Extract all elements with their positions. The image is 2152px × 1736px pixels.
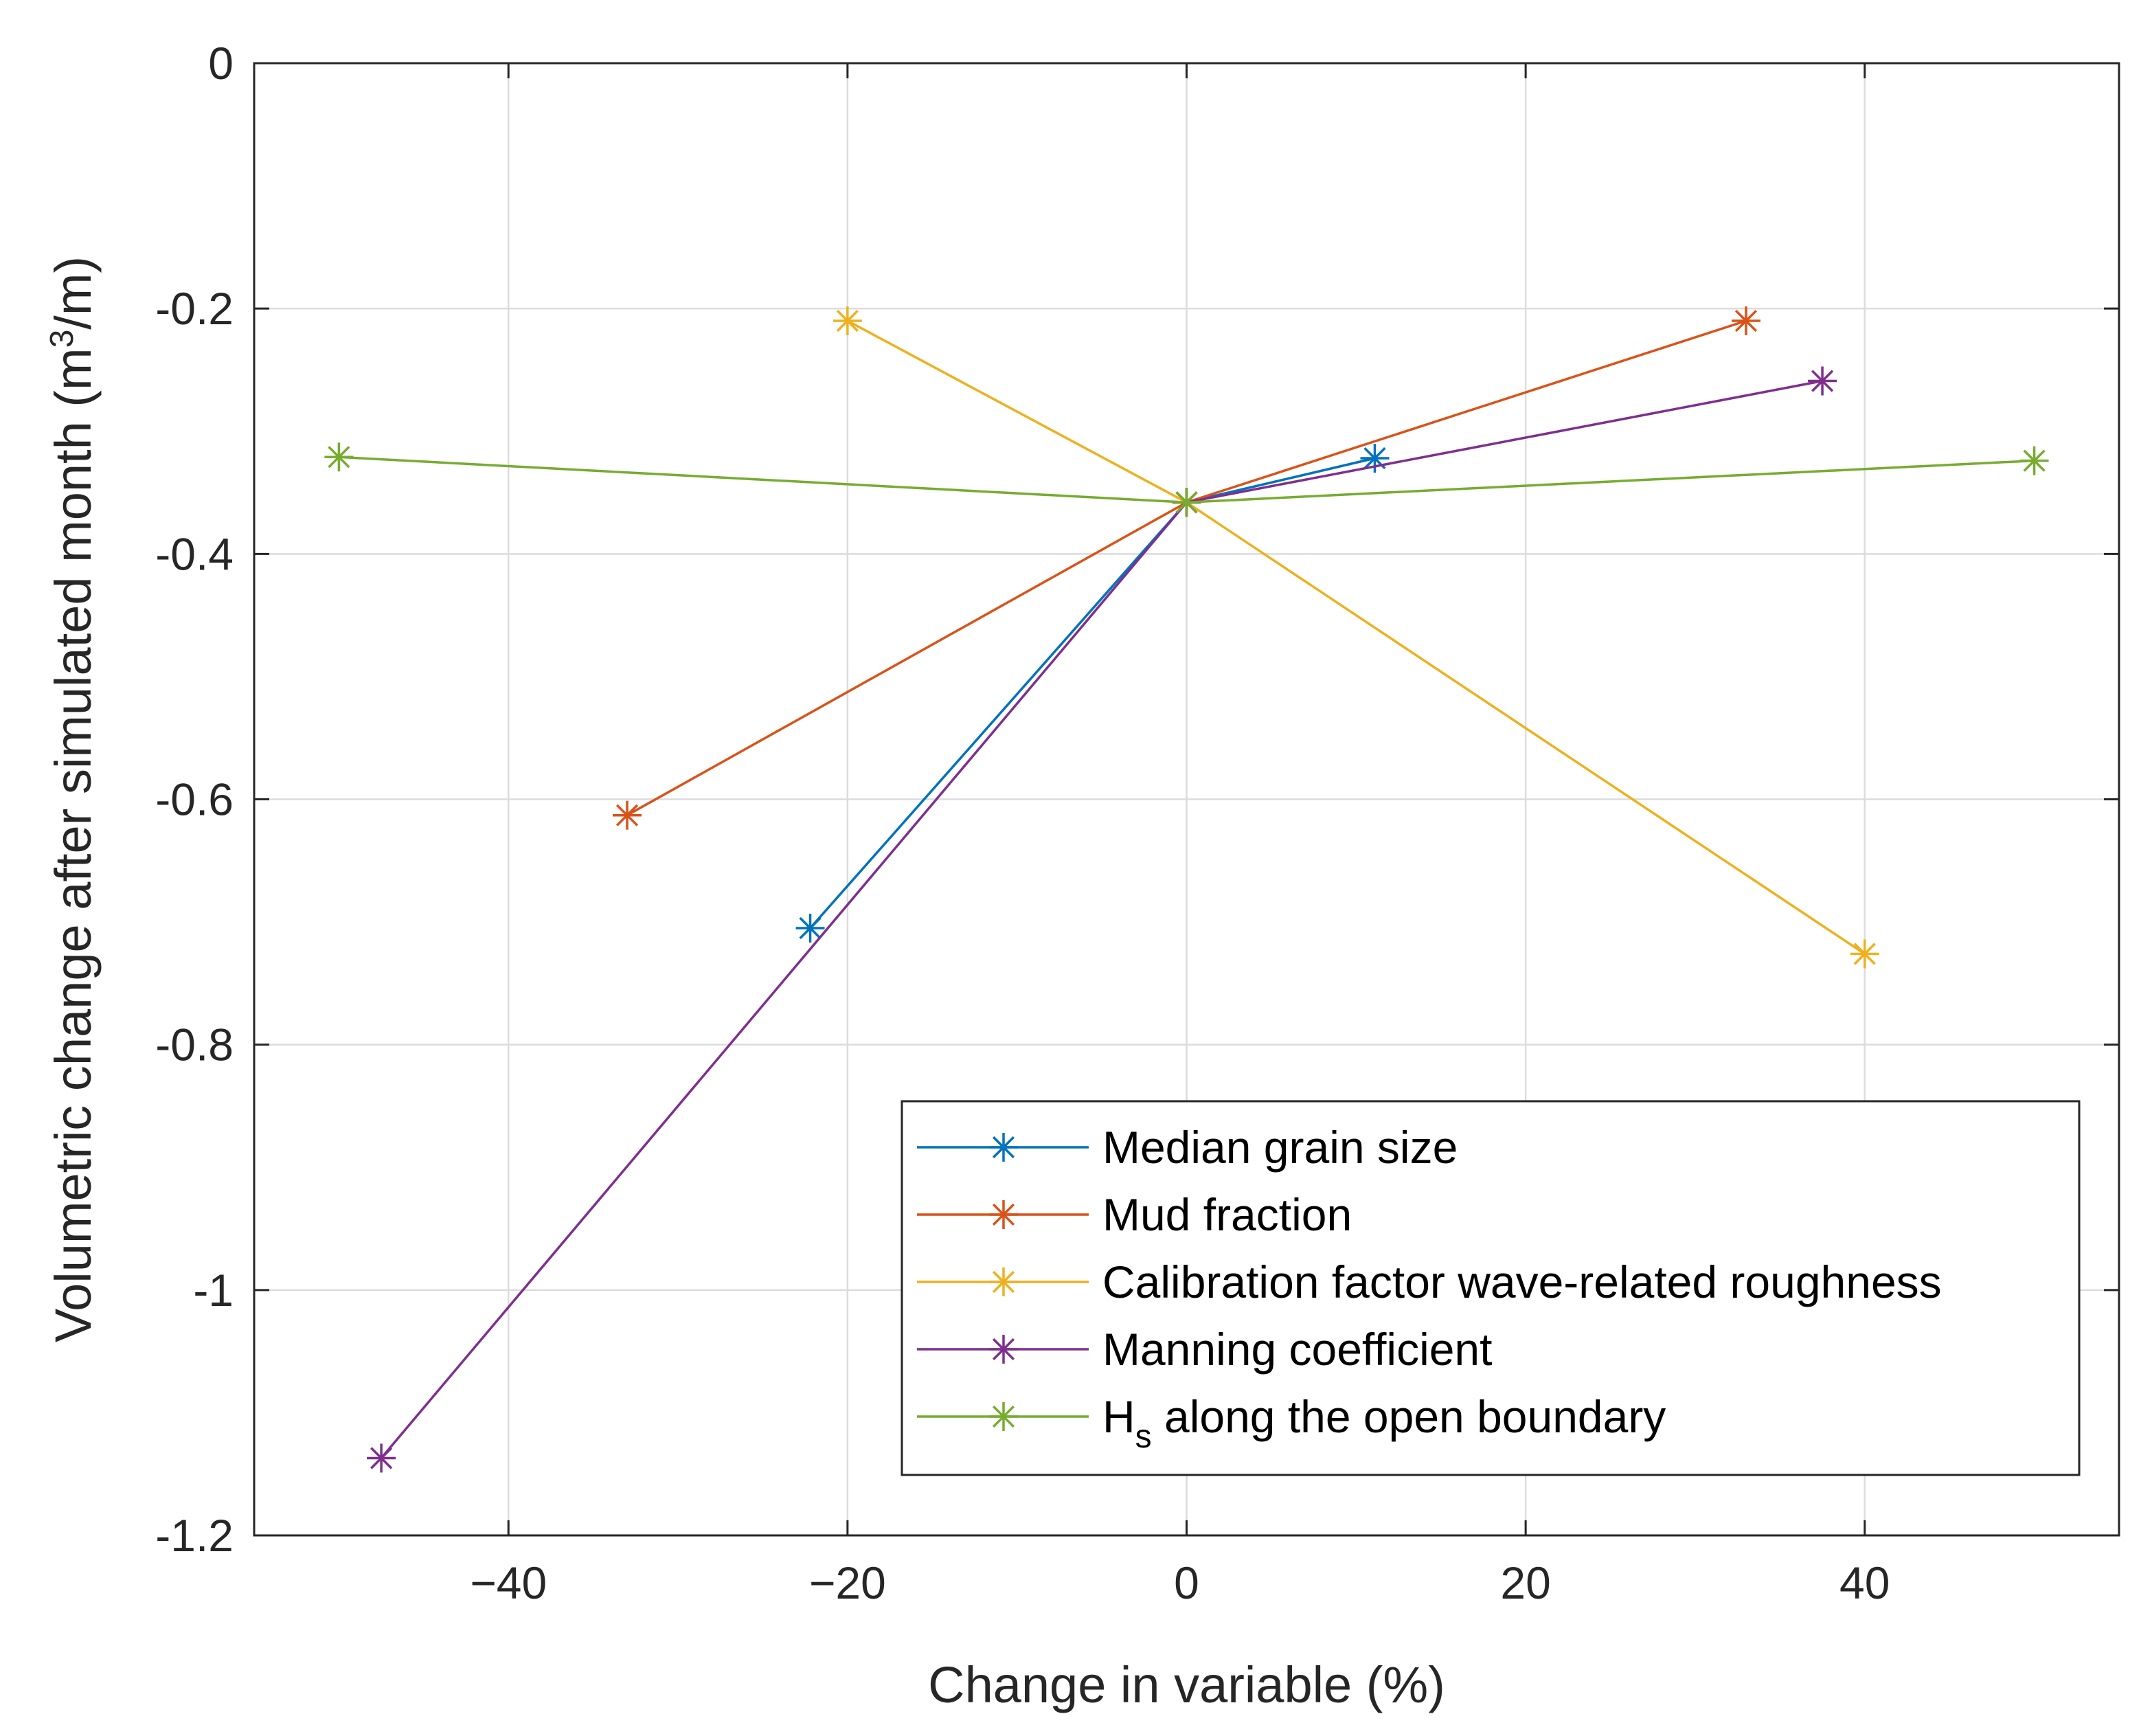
data-point xyxy=(833,306,862,336)
y-tick-label: -1 xyxy=(193,1265,234,1316)
legend-label: Calibration factor wave-related roughnes… xyxy=(1102,1256,1942,1307)
legend-item: Manning coefficient xyxy=(917,1324,1492,1375)
x-tick-label: 40 xyxy=(1839,1557,1890,1608)
legend-label-text: Calibration factor wave-related roughnes… xyxy=(1102,1256,1942,1307)
y-axis-label-prefix: Volumetric change after simulated month … xyxy=(45,348,102,1342)
legend-box xyxy=(901,1100,2081,1476)
data-point xyxy=(795,914,825,943)
y-tick-label: -0.6 xyxy=(155,774,234,825)
legend-label-text: H xyxy=(1102,1391,1135,1442)
legend-label-text: Manning coefficient xyxy=(1102,1324,1492,1375)
data-point xyxy=(1808,366,1837,396)
x-tick-label: −40 xyxy=(470,1557,547,1608)
legend-label: Mud fraction xyxy=(1102,1189,1352,1240)
x-tick-label: −20 xyxy=(809,1557,886,1608)
legend-item: Mud fraction xyxy=(917,1189,1352,1240)
data-point xyxy=(324,442,354,472)
legend-item: Median grain size xyxy=(917,1122,1458,1173)
x-axis-label: Change in variable (%) xyxy=(928,1656,1445,1713)
axis-ticks: −40 −20 0 20 40 0 -0.2 -0.4 -0.6 -0.8 -1 -1.2 xyxy=(155,38,2119,1608)
y-tick-label: 0 xyxy=(208,38,234,89)
legend-marker xyxy=(989,1133,1018,1162)
legend: Median grain size Mud fraction Calibration… xyxy=(901,1100,2081,1476)
series-5 xyxy=(324,442,2049,517)
x-tick-label: 20 xyxy=(1500,1557,1550,1608)
legend-label: Median grain size xyxy=(1102,1122,1458,1173)
data-point xyxy=(1850,939,1879,969)
y-tick-label: -0.8 xyxy=(155,1019,234,1070)
y-tick-label: -0.4 xyxy=(155,528,234,579)
legend-marker xyxy=(989,1267,1018,1296)
legend-label: Manning coefficient xyxy=(1102,1324,1492,1375)
legend-marker xyxy=(989,1200,1018,1229)
y-tick-label: -0.2 xyxy=(155,283,234,334)
data-point xyxy=(2019,446,2049,475)
y-axis-label-suffix: /m) xyxy=(45,256,102,330)
x-tick-label: 0 xyxy=(1174,1557,1199,1608)
y-axis-label: Volumetric change after simulated month … xyxy=(44,256,102,1342)
legend-marker xyxy=(989,1335,1018,1364)
legend-item: Calibration factor wave-related roughnes… xyxy=(917,1256,1942,1307)
data-point xyxy=(1732,306,1760,336)
legend-marker xyxy=(989,1402,1018,1431)
y-tick-label: -1.2 xyxy=(155,1510,234,1561)
series-layer xyxy=(324,306,2049,1473)
legend-item: Hs along the open boundary xyxy=(917,1391,1666,1455)
data-point xyxy=(367,1443,396,1473)
data-point xyxy=(1172,488,1201,517)
data-point xyxy=(613,800,642,830)
legend-label-suffix: along the open boundary xyxy=(1152,1391,1666,1442)
legend-label: Hs along the open boundary xyxy=(1102,1391,1666,1455)
legend-label-text: Median grain size xyxy=(1102,1122,1458,1173)
legend-label-subscript: s xyxy=(1135,1419,1152,1455)
legend-label-text: Mud fraction xyxy=(1102,1189,1352,1240)
y-axis-label-superscript: 3 xyxy=(44,330,80,348)
legend-entries: Median grain size Mud fraction Calibration… xyxy=(917,1122,1942,1455)
